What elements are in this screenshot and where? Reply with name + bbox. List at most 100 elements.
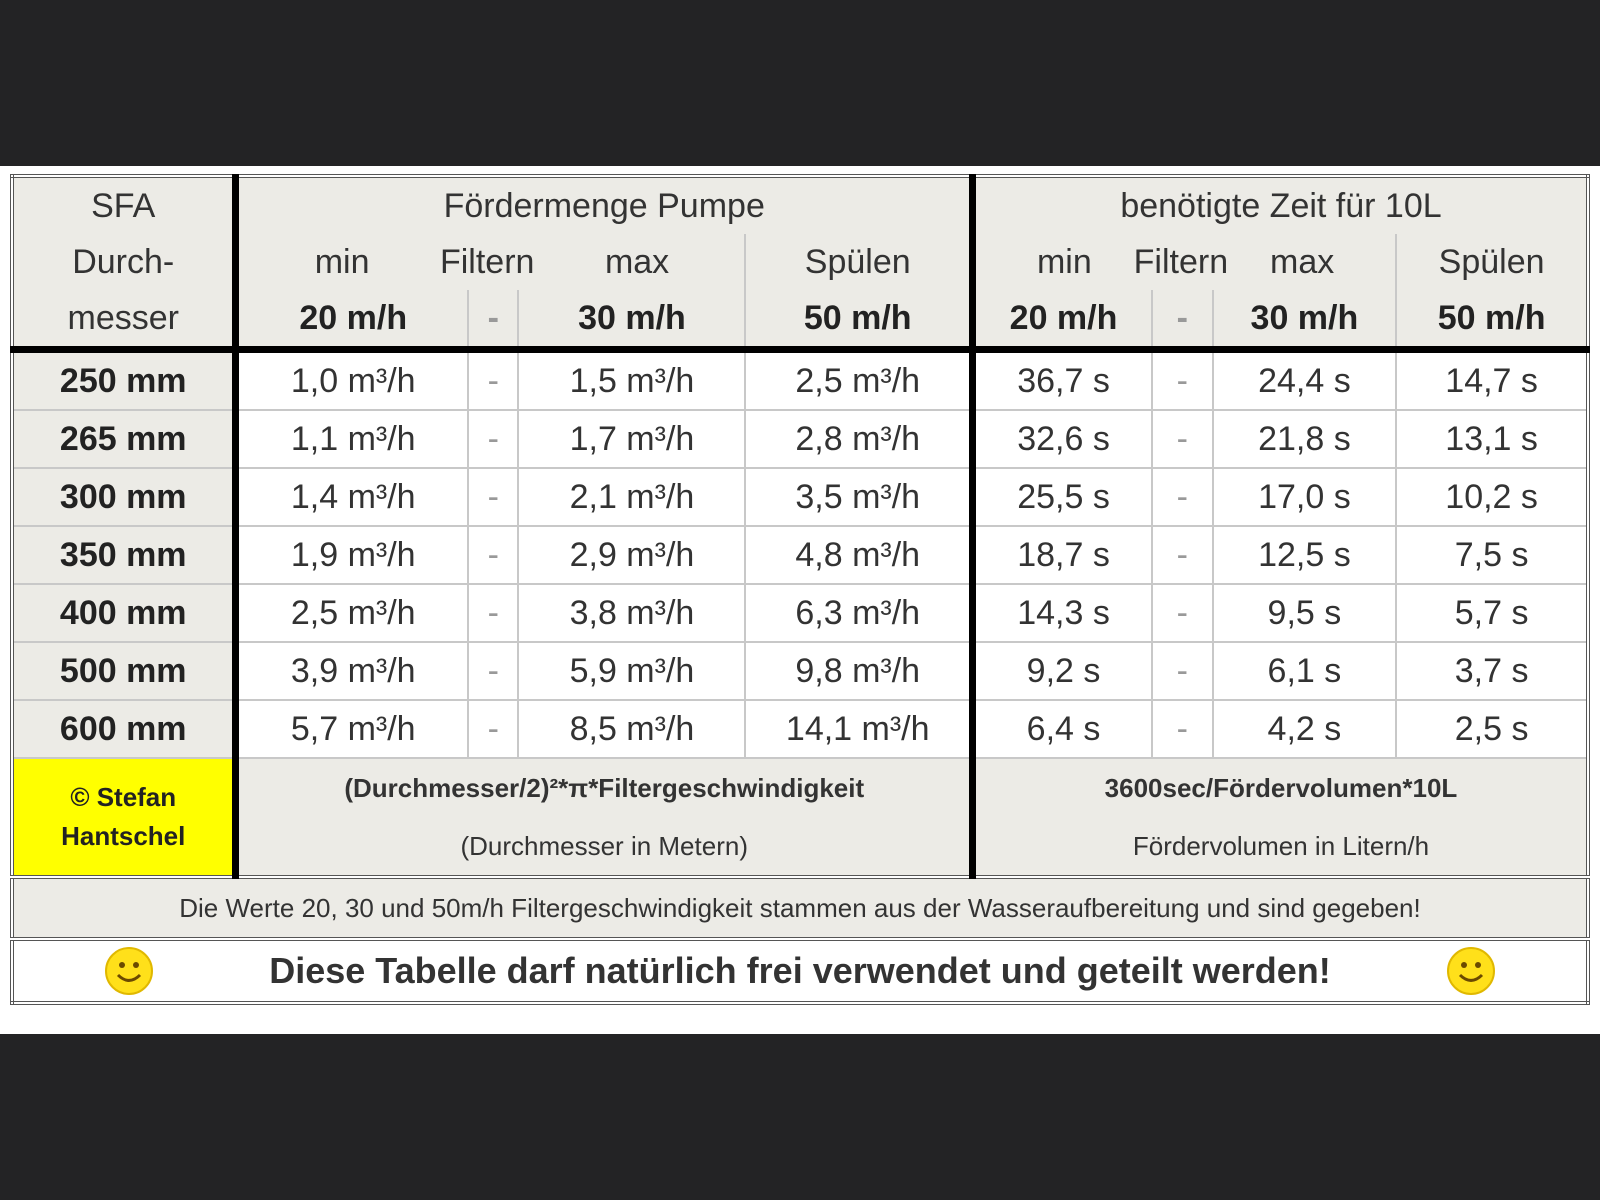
data-cell: 12,5 s <box>1211 525 1398 585</box>
data-cell: - <box>467 409 520 469</box>
row-header: 600 mm <box>11 699 240 759</box>
data-cell: 1,5 m³/h <box>517 348 747 411</box>
footer-row: (Durchmesser in Metern) Fördervolumen in … <box>12 817 1589 878</box>
row-header: 500 mm <box>11 641 240 701</box>
data-row: 400 mm 2,5 m³/h -3,8 m³/h 6,3 m³/h 14,3 s -9,… <box>11 583 1589 643</box>
header-text: max <box>1270 242 1335 281</box>
data-cell: 9,5 s <box>1211 583 1398 643</box>
data-cell: - <box>467 348 520 411</box>
smiley-icon <box>105 947 153 995</box>
data-row: 250 mm 1,0 m³/h -1,5 m³/h 2,5 m³/h 36,7 s -24… <box>11 348 1589 411</box>
data-row: 350 mm 1,9 m³/h -2,9 m³/h 4,8 m³/h 18,7 s -12… <box>11 525 1589 585</box>
data-cell: 36,7 s <box>971 348 1154 411</box>
copyright-line: © Stefan <box>70 782 177 812</box>
data-cell: 3,7 s <box>1395 641 1589 701</box>
data-cell: 2,5 m³/h <box>744 348 976 411</box>
first-header-cell: SFA Durch- messer <box>11 175 240 353</box>
data-row: 600 mm 5,7 m³/h -8,5 m³/h 14,1 m³/h 6,4 s -4,… <box>11 699 1589 759</box>
unit-row: 20 m/h -30 m/h 50 m/h 20 m/h -30 m/h 50 m/h <box>12 290 1589 353</box>
data-cell: 5,9 m³/h <box>517 641 747 701</box>
data-cell: 25,5 s <box>971 467 1154 527</box>
table-body: SFA Durch- messer Fördermenge Pumpe benö… <box>11 175 1589 1004</box>
data-cell: 2,5 m³/h <box>234 583 470 643</box>
unit-header: - <box>1151 290 1214 353</box>
data-cell: - <box>467 525 520 585</box>
unit-header: 30 m/h <box>517 290 747 353</box>
data-cell: 3,8 m³/h <box>517 583 747 643</box>
data-cell: 9,2 s <box>971 641 1154 701</box>
sub-header: Spülen <box>1395 234 1589 290</box>
data-cell: - <box>467 467 520 527</box>
data-cell: - <box>467 699 520 759</box>
row-header: 265 mm <box>11 409 240 469</box>
remark: Die Werte 20, 30 und 50m/h Filtergeschwi… <box>11 875 1589 940</box>
data-cell: - <box>1151 467 1214 527</box>
header-text: Filtern <box>1133 242 1229 281</box>
unit-header: 50 m/h <box>1395 290 1589 353</box>
share-row: Diese Tabelle darf natürlich frei verwen… <box>11 937 1589 1004</box>
row-header: 400 mm <box>11 583 240 643</box>
unit-header: 30 m/h <box>1211 290 1398 353</box>
data-cell: 14,3 s <box>971 583 1154 643</box>
data-cell: 4,2 s <box>1211 699 1398 759</box>
data-cell: 4,8 m³/h <box>744 525 976 585</box>
data-cell: - <box>1151 641 1214 701</box>
share-cell: Diese Tabelle darf natürlich frei verwen… <box>11 937 1589 1004</box>
header-text: Durch- <box>72 242 175 281</box>
share-flex: Diese Tabelle darf natürlich frei verwen… <box>14 946 1586 996</box>
data-cell: 8,5 m³/h <box>517 699 747 759</box>
data-cell: 1,7 m³/h <box>517 409 747 469</box>
data-cell: 3,9 m³/h <box>234 641 470 701</box>
data-cell: 1,1 m³/h <box>234 409 470 469</box>
data-cell: 5,7 m³/h <box>234 699 470 759</box>
copyright-line: Hantschel <box>61 821 186 851</box>
data-cell: - <box>1151 699 1214 759</box>
group-header: benötigte Zeit für 10L <box>971 175 1589 234</box>
data-row: 500 mm 3,9 m³/h -5,9 m³/h 9,8 m³/h 9,2 s -6,1… <box>11 641 1589 701</box>
data-cell: - <box>467 583 520 643</box>
unit-header: 50 m/h <box>744 290 976 353</box>
data-cell: 18,7 s <box>971 525 1154 585</box>
data-cell: 32,6 s <box>971 409 1154 469</box>
data-cell: 7,5 s <box>1395 525 1589 585</box>
unit-header: 20 m/h <box>234 290 470 353</box>
smiley-icon <box>1446 947 1495 995</box>
header-row: SFA Durch- messer Fördermenge Pumpe benö… <box>11 175 1589 353</box>
header-text: max <box>604 242 670 281</box>
sub-header-flex: min Filtern max <box>976 242 1394 282</box>
share-text: Diese Tabelle darf natürlich frei verwen… <box>269 950 1331 991</box>
pump-table: SFA Durch- messer Fördermenge Pumpe benö… <box>10 174 1590 1005</box>
footer-row: © Stefan Hantschel (Durchmesser/2)²*π*Filt… <box>11 757 1589 878</box>
remark-row: Die Werte 20, 30 und 50m/h Filtergeschwi… <box>11 875 1589 940</box>
data-cell: 24,4 s <box>1211 348 1398 411</box>
header-text: messer <box>67 298 179 337</box>
row-header: 350 mm <box>11 525 240 585</box>
data-cell: 9,8 m³/h <box>744 641 976 701</box>
data-cell: 5,7 s <box>1395 583 1589 643</box>
sub-header: Spülen <box>744 234 976 290</box>
data-cell: 2,5 s <box>1395 699 1589 759</box>
data-cell: 2,1 m³/h <box>517 467 747 527</box>
data-cell: - <box>1151 348 1214 411</box>
note: Fördervolumen in Litern/h <box>971 817 1589 878</box>
data-cell: 6,4 s <box>971 699 1154 759</box>
header-row: min Filtern max Spülen min Filtern max S… <box>12 234 1589 290</box>
data-cell: 2,9 m³/h <box>517 525 747 585</box>
unit-header: 20 m/h <box>971 290 1154 353</box>
data-cell: - <box>1151 525 1214 585</box>
data-cell: 17,0 s <box>1211 467 1398 527</box>
first-header-stack: SFA Durch- messer <box>14 178 229 343</box>
table-background: SFA Durch- messer Fördermenge Pumpe benö… <box>0 166 1600 1034</box>
data-cell: 1,4 m³/h <box>234 467 470 527</box>
data-cell: 1,0 m³/h <box>234 348 470 411</box>
data-cell: - <box>1151 583 1214 643</box>
data-cell: 13,1 s <box>1395 409 1589 469</box>
formula: 3600sec/Fördervolumen*10L <box>971 757 1589 817</box>
data-cell: 6,1 s <box>1211 641 1398 701</box>
data-cell: 1,9 m³/h <box>234 525 470 585</box>
header-text: SFA <box>91 186 156 225</box>
copyright-cell: © Stefan Hantschel <box>11 757 240 878</box>
sub-header: min Filtern max <box>971 234 1398 290</box>
data-cell: 6,3 m³/h <box>744 583 976 643</box>
